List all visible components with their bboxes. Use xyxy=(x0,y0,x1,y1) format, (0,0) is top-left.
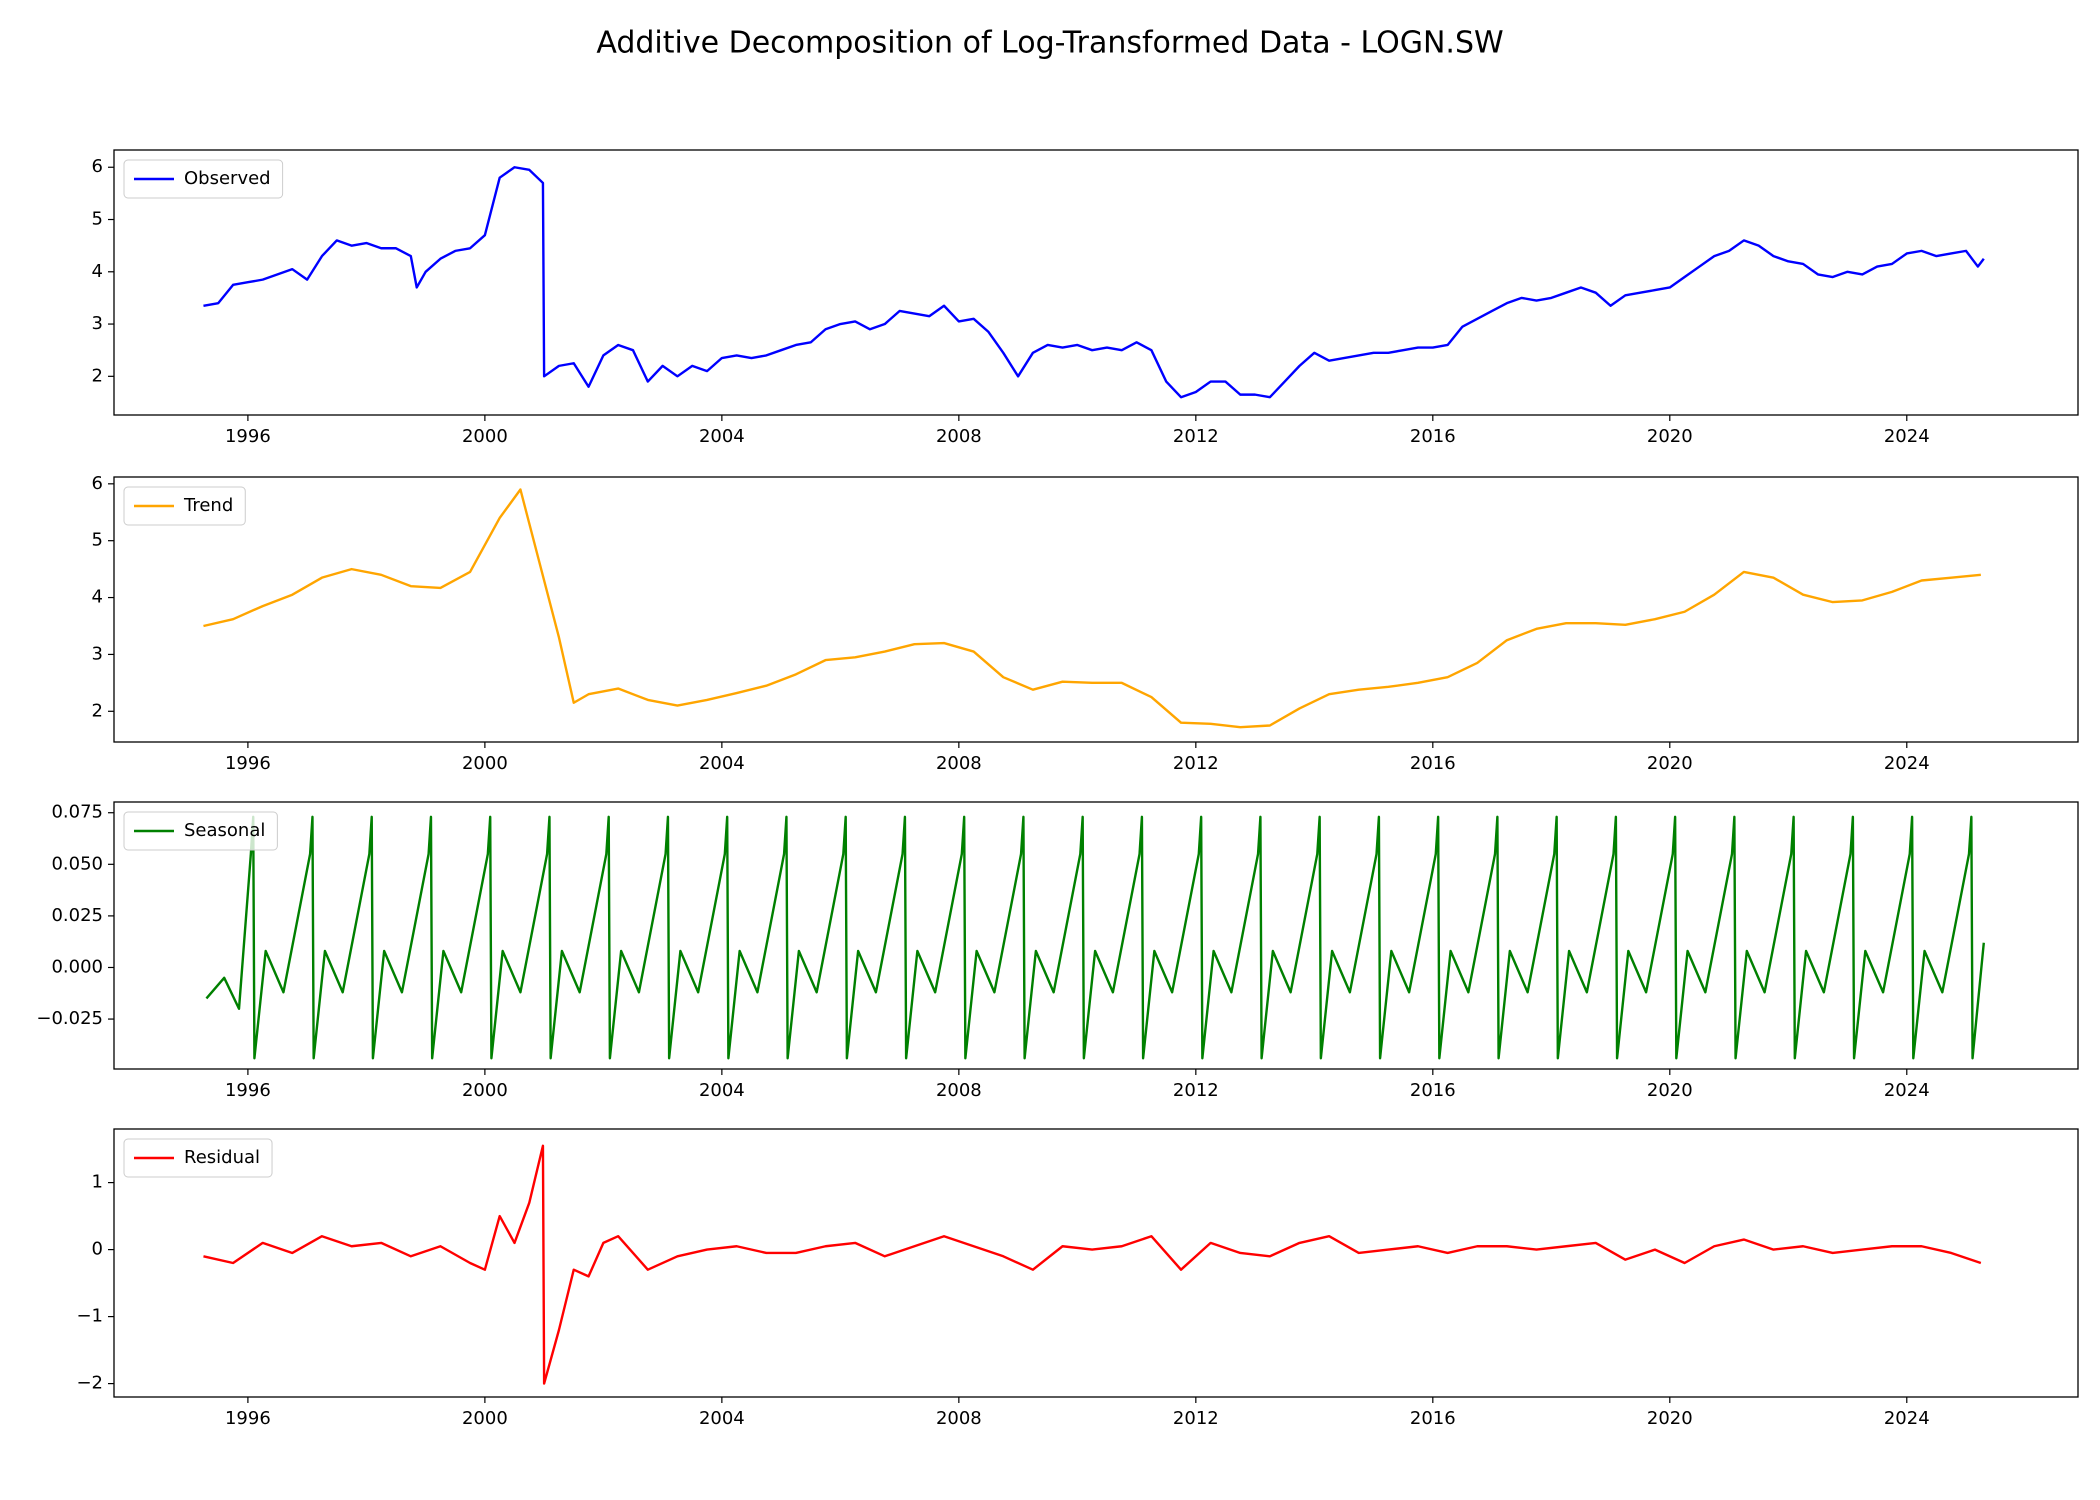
x-tick-label: 2016 xyxy=(1410,1080,1456,1101)
legend-box xyxy=(123,811,278,851)
plot-area xyxy=(203,166,1985,399)
series-line xyxy=(203,1144,1982,1385)
y-tick-label: 0.050 xyxy=(51,853,103,874)
axes-frame xyxy=(113,1128,2079,1398)
x-tick-label: 2004 xyxy=(699,753,745,774)
plot-area xyxy=(203,488,1981,729)
x-tick-label: 2000 xyxy=(462,753,508,774)
y-tick-label: −1 xyxy=(76,1306,103,1327)
subplot: 1996 2000 2004 2008 2012 2016 2020 2024 2 3 4 5 6 Tre… xyxy=(92,473,2079,774)
subplot: 1996 2000 2004 2008 2012 2016 2020 2024 −2 −1 0 1 Re… xyxy=(76,1128,2079,1429)
x-tick-label: 2008 xyxy=(936,426,982,447)
x-tick-label: 2024 xyxy=(1884,753,1930,774)
series-line xyxy=(205,815,1985,1060)
x-tick-label: 2008 xyxy=(936,1408,982,1429)
y-tick-label: 3 xyxy=(92,313,103,334)
legend-label: Residual xyxy=(184,1147,260,1168)
legend: Seasonal xyxy=(123,811,278,851)
x-tick-label: 1996 xyxy=(225,753,271,774)
subplot: 1996 2000 2004 2008 2012 2016 2020 2024 −0.025 0.… xyxy=(36,801,2079,1101)
x-tick-label: 2024 xyxy=(1884,426,1930,447)
x-tick-label: 2000 xyxy=(462,426,508,447)
x-tick-label: 2012 xyxy=(1173,1080,1219,1101)
axes-frame xyxy=(113,801,2079,1070)
series-line xyxy=(203,488,1981,729)
figure-title: Additive Decomposition of Log-Transforme… xyxy=(596,26,1503,61)
y-tick-label: 5 xyxy=(92,209,103,230)
x-tick-label: 2004 xyxy=(699,426,745,447)
x-tick-label: 2000 xyxy=(462,1408,508,1429)
x-tick-label: 2020 xyxy=(1647,1080,1693,1101)
x-tick-label: 2012 xyxy=(1173,753,1219,774)
x-tick-label: 2012 xyxy=(1173,426,1219,447)
x-tick-label: 2016 xyxy=(1410,753,1456,774)
x-tick-label: 2004 xyxy=(699,1080,745,1101)
y-tick-label: 4 xyxy=(92,261,103,282)
subplot: 1996 2000 2004 2008 2012 2016 2020 2024 2 3 4 5 6 Obs… xyxy=(92,149,2079,447)
y-tick-label: 2 xyxy=(92,365,103,386)
y-tick-label: 6 xyxy=(92,473,103,494)
axes-frame xyxy=(113,476,2079,743)
y-tick-label: −0.025 xyxy=(36,1008,103,1029)
x-tick-label: 2016 xyxy=(1410,1408,1456,1429)
y-tick-label: 3 xyxy=(92,643,103,664)
x-tick-label: 2024 xyxy=(1884,1408,1930,1429)
y-tick-label: 0.000 xyxy=(51,956,103,977)
y-tick-label: 6 xyxy=(92,156,103,177)
legend-box xyxy=(123,486,246,526)
axes-frame xyxy=(113,149,2079,416)
y-tick-label: 0.075 xyxy=(51,802,103,823)
series-line xyxy=(203,166,1985,399)
legend-label: Trend xyxy=(183,495,233,516)
x-tick-label: 2020 xyxy=(1647,753,1693,774)
legend: Residual xyxy=(123,1138,273,1178)
legend-label: Seasonal xyxy=(184,820,265,841)
legend-box xyxy=(123,159,284,199)
y-tick-label: 1 xyxy=(92,1172,103,1193)
y-tick-label: 5 xyxy=(92,530,103,551)
y-tick-label: −2 xyxy=(76,1373,103,1394)
x-tick-label: 2016 xyxy=(1410,426,1456,447)
x-tick-label: 2012 xyxy=(1173,1408,1219,1429)
x-tick-label: 2000 xyxy=(462,1080,508,1101)
x-tick-label: 2020 xyxy=(1647,1408,1693,1429)
x-tick-label: 2008 xyxy=(936,1080,982,1101)
x-tick-label: 1996 xyxy=(225,1080,271,1101)
legend: Observed xyxy=(123,159,284,199)
x-tick-label: 2008 xyxy=(936,753,982,774)
y-tick-label: 0 xyxy=(92,1239,103,1260)
legend-box xyxy=(123,1138,273,1178)
x-tick-label: 2024 xyxy=(1884,1080,1930,1101)
x-tick-label: 1996 xyxy=(225,426,271,447)
plot-area xyxy=(205,815,1985,1060)
x-tick-label: 2020 xyxy=(1647,426,1693,447)
plot-area xyxy=(203,1144,1982,1385)
x-tick-label: 2004 xyxy=(699,1408,745,1429)
y-tick-label: 4 xyxy=(92,587,103,608)
y-tick-label: 0.025 xyxy=(51,905,103,926)
y-tick-label: 2 xyxy=(92,700,103,721)
x-tick-label: 1996 xyxy=(225,1408,271,1429)
legend-label: Observed xyxy=(184,168,271,189)
legend: Trend xyxy=(123,486,246,526)
